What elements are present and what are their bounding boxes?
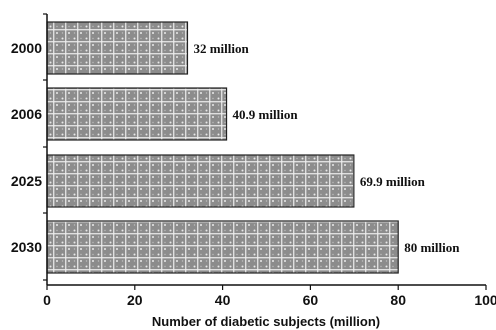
x-tick-label-80: 80 [390, 292, 406, 308]
category-label-2025: 2025 [11, 173, 42, 189]
x-axis: 0 20 40 60 80 100 [43, 13, 496, 308]
data-label-2025: 69.9 million [360, 174, 426, 189]
bars-layer [46, 21, 399, 274]
x-tick-label-0: 0 [43, 292, 51, 308]
x-tick-label-40: 40 [215, 292, 231, 308]
category-label-2000: 2000 [11, 40, 42, 56]
x-tick-label-100: 100 [474, 292, 496, 308]
bar-2000 [46, 21, 189, 75]
bar-2025 [46, 154, 355, 208]
data-label-2006: 40.9 million [233, 107, 299, 122]
category-label-2030: 2030 [11, 239, 42, 255]
x-tick-label-20: 20 [127, 292, 143, 308]
bar-2006 [46, 87, 228, 141]
labels-layer: 2000 32 million 2006 40.9 million 2025 69.9 m… [11, 40, 460, 255]
x-axis-title: Number of diabetic subjects (million) [152, 314, 380, 329]
x-tick-label-60: 60 [303, 292, 319, 308]
data-label-2030: 80 million [404, 240, 460, 255]
bar-2030 [46, 220, 399, 274]
category-label-2006: 2006 [11, 106, 42, 122]
data-label-2000: 32 million [193, 41, 249, 56]
